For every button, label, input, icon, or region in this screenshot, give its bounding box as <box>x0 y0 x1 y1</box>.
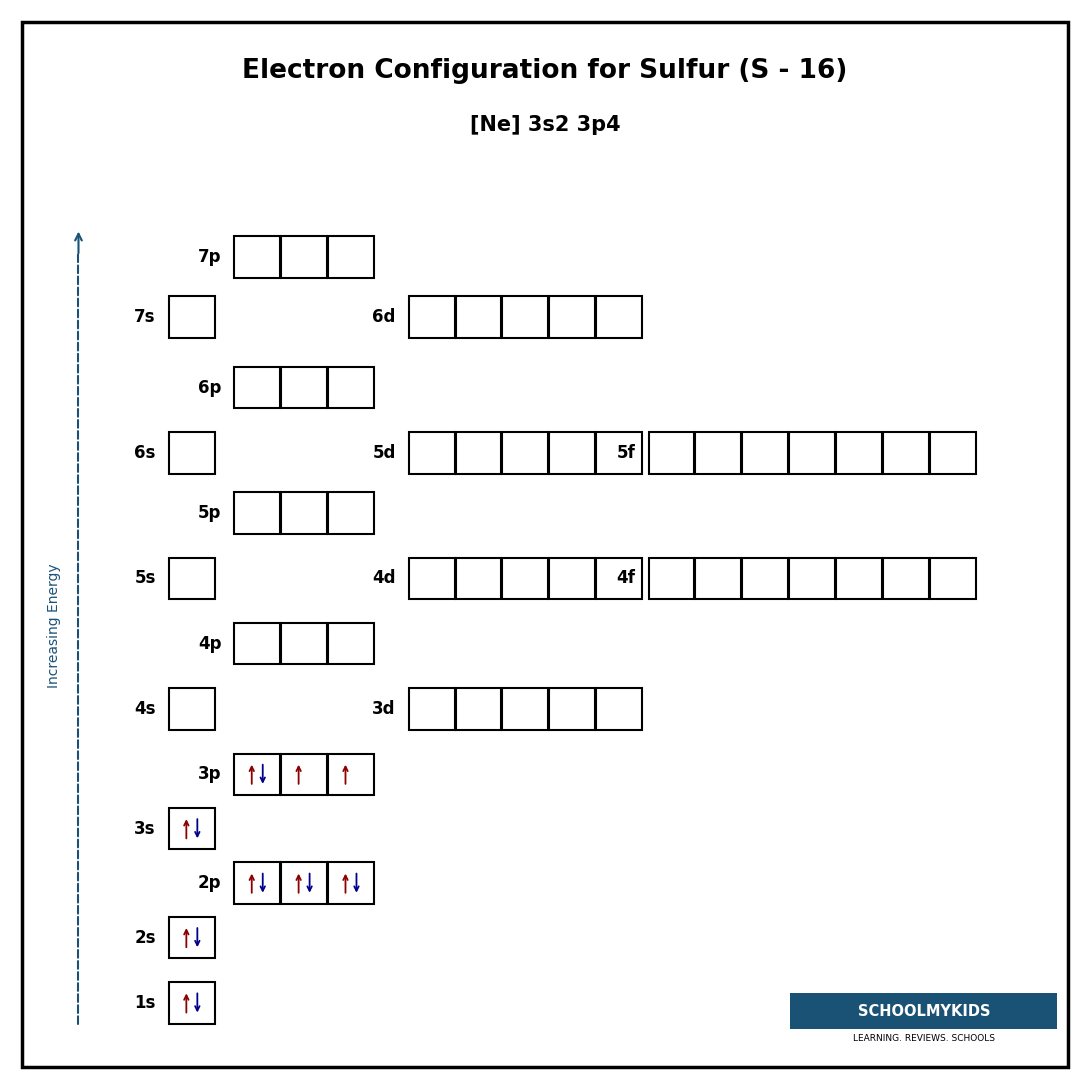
Bar <box>549 296 595 338</box>
Text: 3d: 3d <box>372 700 396 718</box>
Bar <box>234 862 280 904</box>
Bar <box>169 432 215 474</box>
Text: 7p: 7p <box>197 248 221 266</box>
Bar <box>883 432 929 474</box>
Bar <box>502 688 548 730</box>
Bar <box>234 623 280 664</box>
Bar <box>695 558 741 599</box>
Bar <box>790 993 1057 1029</box>
Bar <box>789 558 835 599</box>
Bar <box>281 492 327 534</box>
Bar <box>649 432 694 474</box>
FancyBboxPatch shape <box>22 22 1068 1067</box>
Bar <box>328 236 374 278</box>
Bar <box>409 432 455 474</box>
Text: 5d: 5d <box>373 444 396 462</box>
Text: 3s: 3s <box>134 820 156 837</box>
Text: 6s: 6s <box>134 444 156 462</box>
Bar <box>502 296 548 338</box>
Bar <box>328 754 374 795</box>
Bar <box>169 917 215 958</box>
Bar <box>883 558 929 599</box>
Text: 7s: 7s <box>134 308 156 326</box>
Bar <box>549 558 595 599</box>
Bar <box>234 367 280 408</box>
Bar <box>649 558 694 599</box>
Bar <box>281 862 327 904</box>
Bar <box>234 492 280 534</box>
Text: 2s: 2s <box>134 929 156 946</box>
Text: 5f: 5f <box>617 444 635 462</box>
Text: 5p: 5p <box>198 504 221 522</box>
Bar <box>596 432 642 474</box>
Bar <box>742 432 788 474</box>
Bar <box>409 688 455 730</box>
Bar <box>596 558 642 599</box>
Text: 1s: 1s <box>134 994 156 1012</box>
Text: 6p: 6p <box>198 379 221 396</box>
Bar <box>930 558 976 599</box>
Bar <box>930 432 976 474</box>
Text: [Ne] 3s2 3p4: [Ne] 3s2 3p4 <box>470 115 620 135</box>
Text: LEARNING. REVIEWS. SCHOOLS: LEARNING. REVIEWS. SCHOOLS <box>852 1035 995 1043</box>
Text: Electron Configuration for Sulfur (S - 16): Electron Configuration for Sulfur (S - 1… <box>242 58 848 84</box>
Bar <box>169 982 215 1024</box>
Bar <box>409 296 455 338</box>
Text: 5s: 5s <box>134 570 156 587</box>
Text: 4p: 4p <box>197 635 221 652</box>
Bar <box>328 492 374 534</box>
Bar <box>695 432 741 474</box>
Bar <box>502 432 548 474</box>
Bar <box>328 862 374 904</box>
Text: 2p: 2p <box>197 874 221 892</box>
Bar <box>742 558 788 599</box>
Bar <box>456 688 501 730</box>
Bar <box>281 236 327 278</box>
Bar <box>234 236 280 278</box>
Bar <box>549 688 595 730</box>
Bar <box>836 432 882 474</box>
Text: 3p: 3p <box>197 766 221 783</box>
Bar <box>328 367 374 408</box>
Bar <box>596 688 642 730</box>
Bar <box>234 754 280 795</box>
Text: SCHOOLMYKIDS: SCHOOLMYKIDS <box>858 1004 990 1018</box>
Text: 4d: 4d <box>372 570 396 587</box>
Text: 4s: 4s <box>134 700 156 718</box>
Text: 4f: 4f <box>617 570 635 587</box>
Bar <box>456 432 501 474</box>
Bar <box>836 558 882 599</box>
Text: Increasing Energy: Increasing Energy <box>48 564 61 688</box>
Bar <box>789 432 835 474</box>
Bar <box>281 623 327 664</box>
Bar <box>281 367 327 408</box>
Bar <box>596 296 642 338</box>
Bar <box>456 296 501 338</box>
Text: 6d: 6d <box>373 308 396 326</box>
Bar <box>409 558 455 599</box>
Bar <box>169 558 215 599</box>
Bar <box>281 754 327 795</box>
Bar <box>169 688 215 730</box>
Bar <box>456 558 501 599</box>
Bar <box>169 808 215 849</box>
Bar <box>169 296 215 338</box>
Bar <box>328 623 374 664</box>
Bar <box>502 558 548 599</box>
Bar <box>549 432 595 474</box>
